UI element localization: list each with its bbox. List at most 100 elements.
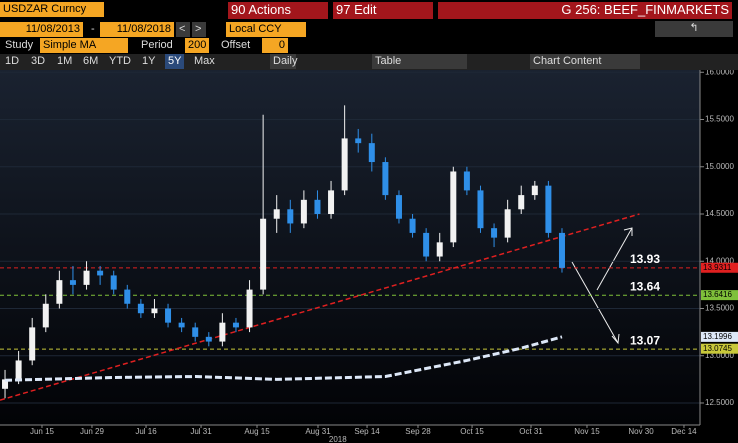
candle-body — [42, 303, 49, 328]
y-tick-label: 16.0000 — [705, 70, 734, 76]
range-button[interactable]: 6M — [83, 55, 99, 67]
candle-body — [300, 199, 307, 224]
y-tick-label: 12.5000 — [705, 398, 734, 407]
axis-tag-label: 13.1996 — [703, 332, 732, 341]
range-button[interactable]: 3D — [31, 55, 46, 67]
candle-body — [165, 308, 172, 323]
chart: 12.5000 13.0000 13.5000 14.0000 14.5000 15.00… — [0, 70, 738, 443]
candle-body — [219, 322, 226, 342]
candle-body — [382, 162, 389, 196]
study-label: Study — [5, 39, 34, 51]
range-button[interactable]: Max — [194, 55, 215, 67]
level-label: 13.93 — [630, 252, 660, 266]
candle-body — [395, 195, 402, 219]
candle-body — [110, 275, 117, 290]
axis-tag-label: 13.6416 — [703, 290, 732, 299]
axis-tag-label: 13.0745 — [703, 344, 732, 353]
x-tick-label: Nov 30 — [628, 427, 654, 436]
candle-body — [69, 280, 76, 285]
candle-body — [137, 303, 144, 314]
level-label: 13.64 — [630, 279, 660, 293]
candle-body — [328, 190, 335, 215]
candle-body — [246, 289, 253, 328]
candle-body — [477, 190, 484, 229]
end-date[interactable]: 11/08/2018 — [100, 22, 174, 37]
arrow-head — [623, 227, 633, 236]
x-tick-label: Nov 15 — [574, 427, 600, 436]
candle-body — [368, 143, 375, 163]
candle-body — [463, 171, 470, 191]
axis-tag — [701, 290, 738, 301]
candle-body — [314, 199, 321, 215]
y-tick-label: 14.0000 — [705, 256, 734, 265]
x-tick-label: Jul 31 — [190, 427, 212, 436]
chart-content-button[interactable]: Chart Content — [530, 54, 640, 69]
next-button[interactable]: > — [192, 22, 206, 37]
range-button[interactable]: 5Y — [165, 54, 185, 69]
candle-body — [124, 289, 131, 304]
axis-tag — [701, 331, 738, 342]
range-button[interactable]: 1Y — [142, 55, 156, 67]
candle-body — [504, 209, 511, 238]
candle-body — [205, 336, 212, 342]
date-dash: - — [91, 23, 95, 35]
back-button[interactable]: ↰ — [655, 21, 733, 37]
security[interactable]: USDZAR Curncy — [0, 2, 104, 17]
y-tick-label: 13.0000 — [705, 351, 734, 360]
x-tick-label: Jun 15 — [30, 427, 55, 436]
offset-label: Offset — [221, 39, 251, 51]
edit-button[interactable]: 97 Edit — [333, 2, 433, 19]
candle-body — [178, 322, 185, 328]
x-tick-label: Aug 31 — [305, 427, 331, 436]
candle-body — [29, 327, 36, 361]
x-tick-label: Sep 14 — [354, 427, 380, 436]
arrow-head — [611, 333, 620, 345]
candle-body — [558, 232, 565, 268]
candle-body — [341, 138, 348, 191]
candle-body — [436, 242, 443, 257]
y-tick-label: 13.5000 — [705, 304, 734, 313]
candle-body — [491, 228, 498, 238]
table-button[interactable]: Table — [372, 54, 467, 69]
x-tick-label: Oct 31 — [519, 427, 543, 436]
x-tick-label: Aug 15 — [244, 427, 270, 436]
study[interactable]: Simple MA — [40, 38, 128, 53]
start-date[interactable]: 11/08/2013 — [0, 22, 83, 37]
period-label: Period — [141, 39, 173, 51]
candle-body — [423, 232, 430, 257]
candle-body — [56, 280, 63, 304]
range-button[interactable]: 1M — [57, 55, 73, 67]
currency[interactable]: Local CCY — [226, 22, 306, 37]
actions-button[interactable]: 90 Actions — [228, 2, 328, 19]
axis-tag-label: 13.9311 — [703, 263, 732, 272]
axis-tag — [701, 343, 738, 354]
candle-body — [151, 308, 158, 314]
arrow-up — [596, 227, 633, 291]
candle-body — [531, 185, 538, 196]
frequency-menu[interactable]: Daily — [270, 54, 297, 69]
range-button[interactable]: 1D — [5, 55, 20, 67]
candle-body — [260, 218, 267, 290]
x-tick-label: Jul 16 — [135, 427, 157, 436]
x-tick-label: Oct 15 — [460, 427, 484, 436]
level-label: 13.07 — [630, 333, 660, 347]
year-label: 2018 — [329, 435, 347, 443]
prev-button[interactable]: < — [176, 22, 190, 37]
candle-body — [97, 270, 104, 276]
x-tick-label: Dec 14 — [671, 427, 697, 436]
arrow-down — [571, 261, 619, 344]
candle-body — [2, 379, 9, 389]
candle-body — [545, 185, 552, 233]
candle-body — [83, 270, 90, 285]
y-tick-label: 14.5000 — [705, 209, 734, 218]
candle-body — [518, 195, 525, 210]
x-tick-label: Sep 28 — [405, 427, 431, 436]
offset[interactable]: 0 — [262, 38, 288, 53]
page-title: G 256: BEEF_FINMARKETS — [438, 2, 732, 19]
y-tick-label: 15.5000 — [705, 115, 734, 124]
range-button[interactable]: YTD — [109, 55, 131, 67]
plot-background — [0, 70, 700, 425]
period[interactable]: 200 — [185, 38, 209, 53]
trendline — [0, 213, 640, 401]
